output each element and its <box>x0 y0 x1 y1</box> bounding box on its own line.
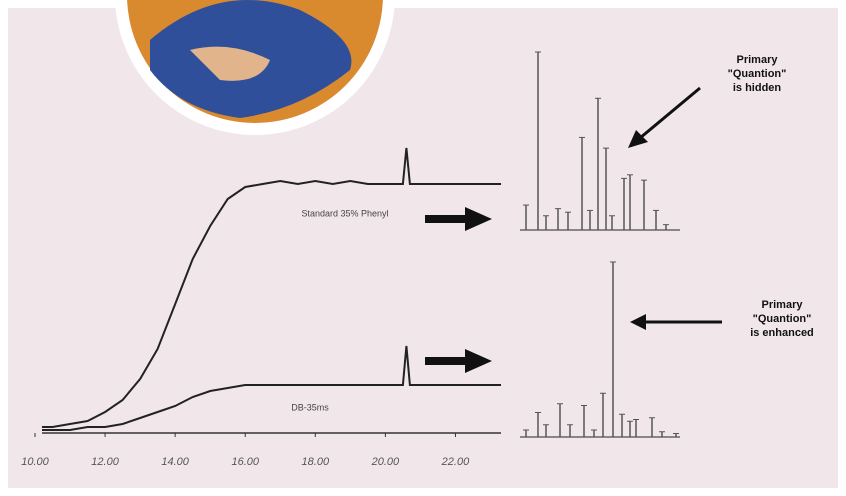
annotation: Primary <box>737 54 779 66</box>
x-tick-label: 16.00 <box>231 456 259 468</box>
arrows <box>425 86 722 373</box>
annotation: is hidden <box>733 82 782 94</box>
annotation: "Quantion" <box>728 68 787 80</box>
x-tick-label: 14.00 <box>161 456 189 468</box>
trace <box>42 345 501 431</box>
x-tick-label: 18.00 <box>302 456 330 468</box>
x-tick-label: 22.00 <box>441 456 470 468</box>
annotation: Primary <box>762 299 804 311</box>
x-tick-label: 12.00 <box>91 456 119 468</box>
trace-label: Standard 35% Phenyl <box>301 208 388 218</box>
trace-label: DB-35ms <box>291 402 329 412</box>
annotation: "Quantion" <box>753 313 812 325</box>
panel <box>8 8 838 488</box>
x-tick-label: 20.00 <box>371 456 400 468</box>
annotation: is enhanced <box>750 327 814 339</box>
x-tick-label: 10.00 <box>21 456 49 468</box>
photo-hands <box>190 46 270 81</box>
trace <box>42 147 501 428</box>
